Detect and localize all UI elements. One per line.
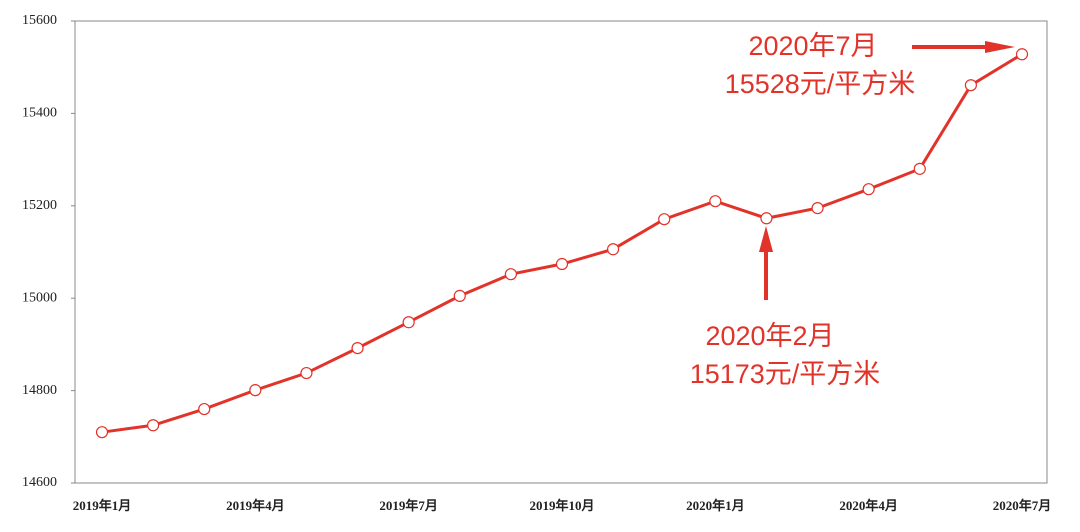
point (95, 426, 109, 439)
y-tick-label: 15200 (22, 198, 57, 213)
point (862, 183, 875, 196)
point (453, 289, 466, 302)
point (709, 195, 722, 208)
point (555, 257, 569, 271)
annotation-text: 2020年7月 (748, 31, 877, 61)
point (1015, 48, 1029, 61)
point (760, 212, 773, 225)
x-tick-label: 2020年4月 (839, 498, 898, 513)
point (964, 79, 977, 92)
x-tick-label: 2020年7月 (993, 498, 1052, 513)
y-tick-label: 15400 (22, 106, 57, 121)
point (913, 162, 926, 175)
point (811, 202, 824, 215)
x-tick-label: 2019年10月 (529, 498, 594, 513)
annotation-text: 2020年2月 (705, 321, 834, 351)
annotation-arrow (912, 41, 1015, 53)
x-tick-label: 2019年4月 (226, 498, 285, 513)
x-tick-label: 2020年1月 (686, 498, 745, 513)
point (504, 268, 517, 281)
point (249, 384, 262, 397)
point (402, 316, 415, 329)
point (351, 341, 364, 355)
annotation-text: 15173元/平方米 (690, 359, 881, 389)
plot-frame (74, 20, 1048, 484)
point (147, 419, 160, 432)
annotation-text: 15528元/平方米 (725, 69, 916, 99)
line (101, 52, 1023, 434)
point (198, 402, 211, 416)
annotation-arrow (759, 226, 773, 300)
y-tick-label: 15000 (22, 290, 57, 305)
point (300, 366, 313, 380)
x-tick-label: 2019年7月 (379, 498, 438, 513)
point (607, 243, 620, 256)
y-tick-label: 14600 (22, 475, 57, 490)
y-tick-label: 15600 (22, 13, 57, 28)
x-tick-label: 2019年1月 (73, 498, 132, 513)
y-tick-label: 14800 (22, 383, 57, 398)
point (658, 213, 671, 226)
